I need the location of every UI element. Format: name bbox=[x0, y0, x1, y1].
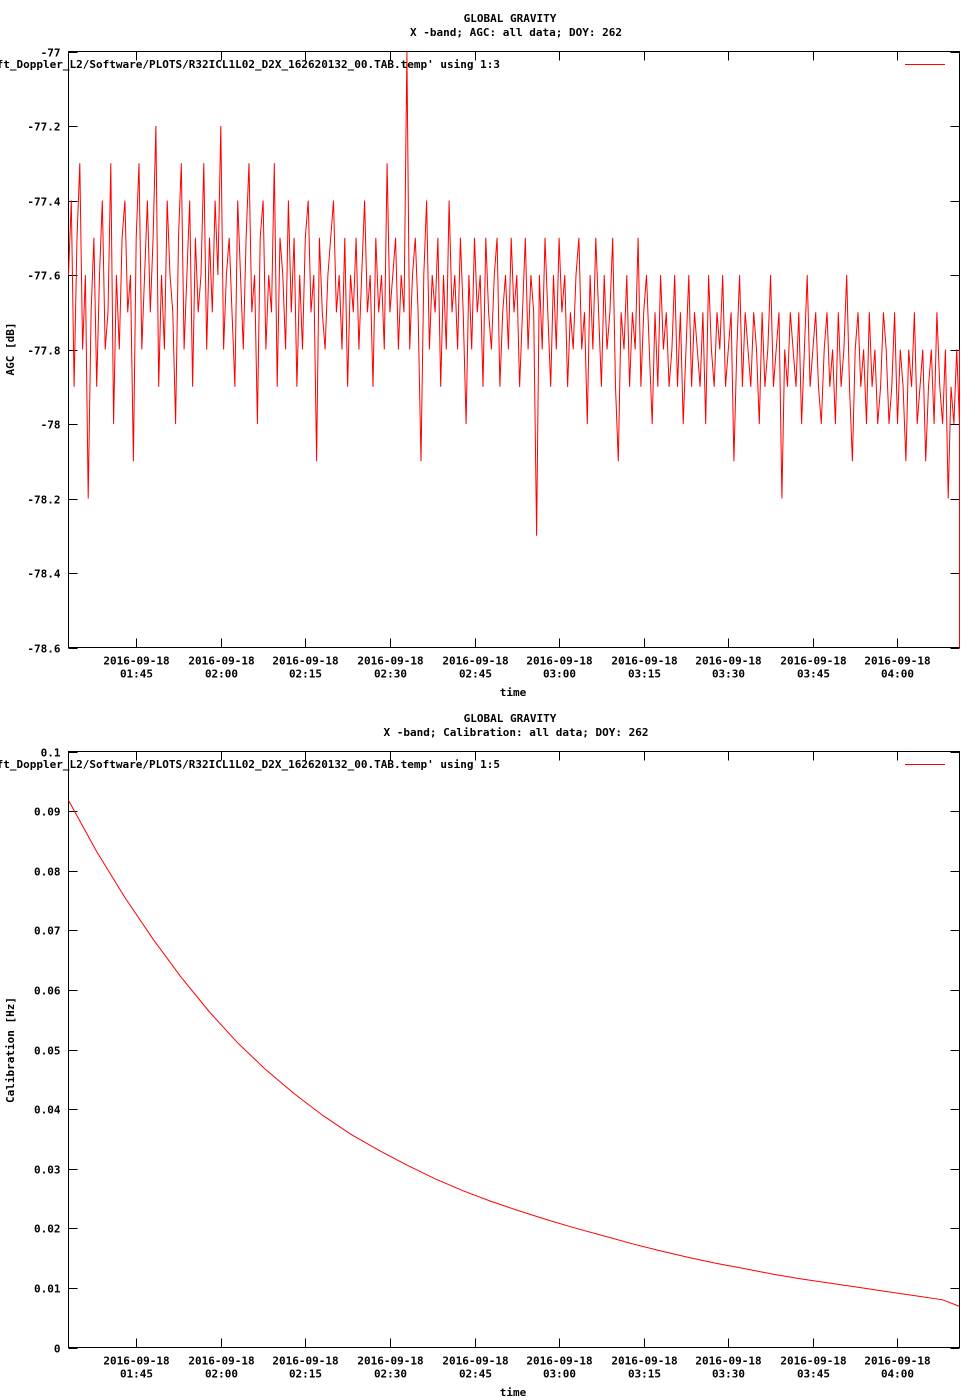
x-tick-label-time: 03:30 bbox=[712, 1368, 745, 1381]
y-tick-label: -78.6 bbox=[27, 643, 60, 656]
x-tick-label-date: 2016-09-18 bbox=[864, 655, 930, 668]
legend-label: 'Z:/ddswork/process_data/Soft_Doppler_L2… bbox=[0, 758, 500, 771]
x-tick-label-date: 2016-09-18 bbox=[357, 1355, 423, 1368]
legend-label: 'Z:/ddswork/process_data/Soft_Doppler_L2… bbox=[0, 58, 500, 71]
y-tick-label: -78.2 bbox=[27, 494, 60, 507]
x-tick-label-date: 2016-09-18 bbox=[526, 1355, 592, 1368]
x-axis-label: time bbox=[500, 1386, 527, 1399]
x-tick-label-date: 2016-09-18 bbox=[780, 1355, 846, 1368]
y-tick-label: 0.05 bbox=[34, 1045, 61, 1058]
chart-subtitle: X -band; Calibration: all data; DOY: 262 bbox=[384, 726, 649, 739]
x-tick-label-date: 2016-09-18 bbox=[695, 1355, 761, 1368]
y-tick-label: 0.08 bbox=[34, 866, 61, 879]
y-tick-label: -77.2 bbox=[27, 121, 60, 134]
y-tick-label: -77.6 bbox=[27, 270, 60, 283]
x-tick-label-time: 03:00 bbox=[543, 1368, 576, 1381]
x-tick-label-time: 02:15 bbox=[289, 668, 322, 681]
x-tick-label-date: 2016-09-18 bbox=[526, 655, 592, 668]
y-tick-label: 0.1 bbox=[41, 747, 61, 760]
y-tick-label: 0.07 bbox=[34, 925, 61, 938]
x-tick-label-time: 01:45 bbox=[120, 1368, 153, 1381]
plot-frame bbox=[68, 51, 960, 648]
x-tick-label-date: 2016-09-18 bbox=[188, 655, 254, 668]
chart-subtitle: X -band; AGC: all data; DOY: 262 bbox=[410, 26, 622, 39]
x-tick-label-time: 03:45 bbox=[797, 1368, 830, 1381]
x-tick-label-time: 04:00 bbox=[881, 668, 914, 681]
x-tick-label-date: 2016-09-18 bbox=[103, 655, 169, 668]
series-line bbox=[68, 800, 960, 1307]
chart-calibration: GLOBAL GRAVITY X -band; Calibration: all… bbox=[0, 712, 960, 1399]
chart-title: GLOBAL GRAVITY bbox=[464, 712, 557, 725]
x-tick-label-time: 02:00 bbox=[205, 1368, 238, 1381]
y-tick-label: -77.8 bbox=[27, 345, 60, 358]
x-tick-label-time: 03:15 bbox=[628, 668, 661, 681]
x-tick-label-time: 04:00 bbox=[881, 1368, 914, 1381]
x-tick-label-time: 02:45 bbox=[459, 668, 492, 681]
y-tick-label: 0.01 bbox=[34, 1283, 61, 1296]
x-tick-label-time: 03:15 bbox=[628, 1368, 661, 1381]
y-tick-label: -77.4 bbox=[27, 196, 60, 209]
y-tick-label: -77 bbox=[41, 47, 61, 60]
x-tick-label-date: 2016-09-18 bbox=[357, 655, 423, 668]
x-tick-label-time: 03:30 bbox=[712, 668, 745, 681]
x-tick-label-time: 02:00 bbox=[205, 668, 238, 681]
x-tick-label-date: 2016-09-18 bbox=[695, 655, 761, 668]
y-tick-label: 0 bbox=[54, 1343, 61, 1356]
plot-frame bbox=[68, 751, 960, 1348]
y-tick-label: -78 bbox=[41, 419, 61, 432]
x-tick-label-date: 2016-09-18 bbox=[780, 655, 846, 668]
x-tick-label-time: 02:15 bbox=[289, 1368, 322, 1381]
x-tick-label-date: 2016-09-18 bbox=[103, 1355, 169, 1368]
x-tick-label-date: 2016-09-18 bbox=[272, 1355, 338, 1368]
y-axis-label: AGC [dB] bbox=[4, 323, 17, 376]
x-tick-label-date: 2016-09-18 bbox=[442, 655, 508, 668]
x-tick-label-date: 2016-09-18 bbox=[864, 1355, 930, 1368]
chart-title: GLOBAL GRAVITY bbox=[464, 12, 557, 25]
y-tick-label: 0.04 bbox=[34, 1104, 61, 1117]
x-tick-label-time: 01:45 bbox=[120, 668, 153, 681]
y-tick-label: 0.03 bbox=[34, 1164, 61, 1177]
x-tick-label-time: 03:00 bbox=[543, 668, 576, 681]
x-tick-label-time: 02:30 bbox=[374, 1368, 407, 1381]
y-tick-label: 0.09 bbox=[34, 806, 61, 819]
x-tick-label-time: 02:45 bbox=[459, 1368, 492, 1381]
chart-agc: GLOBAL GRAVITY X -band; AGC: all data; D… bbox=[0, 12, 960, 699]
x-tick-label-date: 2016-09-18 bbox=[442, 1355, 508, 1368]
x-tick-label-time: 02:30 bbox=[374, 668, 407, 681]
x-tick-label-date: 2016-09-18 bbox=[611, 1355, 677, 1368]
x-tick-label-date: 2016-09-18 bbox=[272, 655, 338, 668]
y-tick-label: -78.4 bbox=[27, 568, 60, 581]
x-tick-label-time: 03:45 bbox=[797, 668, 830, 681]
x-tick-label-date: 2016-09-18 bbox=[188, 1355, 254, 1368]
y-tick-label: 0.06 bbox=[34, 985, 61, 998]
y-tick-label: 0.02 bbox=[34, 1223, 61, 1236]
x-tick-label-date: 2016-09-18 bbox=[611, 655, 677, 668]
series-line bbox=[68, 51, 960, 648]
y-axis-label: Calibration [Hz] bbox=[4, 997, 17, 1103]
x-axis-label: time bbox=[500, 686, 527, 699]
